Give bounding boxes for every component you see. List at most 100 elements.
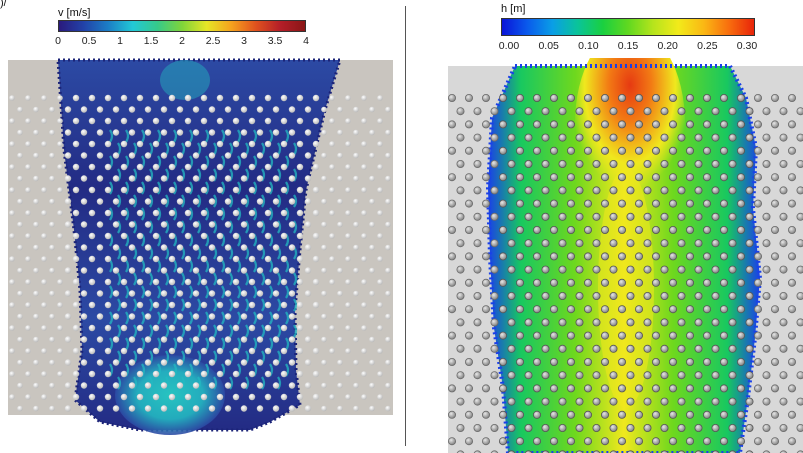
obstacle-sphere [216,370,224,378]
obstacle-sphere [762,423,771,432]
velocity-panel: )/ v [m/s] 0 0.5 1 1.5 2 2.5 3 3.5 4 [0,0,402,450]
obstacle-sphere [507,344,516,353]
obstacle-sphere [668,173,677,182]
obstacle-sphere [361,164,367,170]
obstacle-spheres [448,94,803,453]
obstacle-sphere [736,120,745,129]
obstacle-sphere [184,278,192,286]
obstacle-sphere [448,331,457,340]
obstacle-sphere [176,405,184,412]
obstacle-sphere [694,291,703,300]
obstacle-sphere [312,301,320,309]
obstacle-sphere [634,199,643,208]
obstacle-sphere [369,129,375,136]
obstacle-sphere [753,199,762,208]
obstacle-sphere [345,187,351,193]
obstacle-sphere [80,129,88,136]
obstacle-sphere [160,152,168,159]
obstacle-sphere [796,160,803,168]
obstacle-sphere [248,278,256,286]
obstacle-sphere [719,357,728,366]
flow-region [58,60,340,430]
obstacle-sphere [272,129,280,136]
obstacle-sphere [533,410,542,419]
obstacle-sphere [248,347,256,355]
obstacle-sphere [796,318,803,327]
obstacle-sphere [296,393,304,401]
obstacle-sphere [566,252,575,261]
obstacle-sphere [168,140,176,148]
obstacle-sphere [779,133,788,142]
obstacle-sphere [728,107,737,116]
obstacle-sphere [128,313,136,320]
obstacle-sphere [770,252,779,261]
obstacle-sphere [762,318,771,327]
obstacle-sphere [377,348,383,354]
obstacle-sphere [753,278,762,287]
obstacle-sphere [280,393,288,401]
obstacle-sphere [745,107,754,116]
obstacle-sphere [361,256,367,262]
obstacle-sphere [321,382,327,389]
obstacle-sphere [240,359,248,366]
obstacle-sphere [762,186,771,195]
obstacle-sphere [694,107,703,116]
obstacle-sphere [499,173,508,182]
obstacle-sphere [369,336,375,343]
obstacle-sphere [176,152,184,159]
obstacle-sphere [385,129,391,136]
obstacle-sphere [369,405,375,412]
obstacle-sphere [361,141,367,147]
obstacle-sphere [516,437,525,446]
obstacle-sphere [160,359,168,366]
obstacle-sphere [49,244,55,251]
obstacle-sphere [770,225,779,234]
obstacle-sphere [490,397,499,406]
obstacle-sphere [779,423,788,432]
obstacle-sphere [112,359,120,366]
obstacle-sphere [136,140,144,148]
obstacle-sphere [592,186,601,195]
obstacle-sphere [337,336,343,343]
obstacle-sphere [473,318,482,327]
obstacle-sphere [533,252,542,261]
obstacle-sphere [345,141,351,147]
obstacle-sphere [288,382,296,389]
obstacle-sphere [192,175,200,182]
obstacle-sphere [232,324,240,332]
obstacle-sphere [770,437,779,446]
obstacle-sphere [49,106,55,113]
obstacle-sphere [208,359,216,366]
obstacle-sphere [753,305,762,314]
obstacle-sphere [377,371,383,377]
obstacle-sphere [17,244,23,251]
obstacle-sphere [176,198,184,205]
obstacle-sphere [694,212,703,221]
obstacle-sphere [88,370,96,378]
obstacle-sphere [711,239,720,248]
obstacle-sphere [248,393,256,401]
obstacle-sphere [660,344,669,353]
obstacle-sphere [337,152,343,159]
obstacle-sphere [711,291,720,300]
obstacle-sphere [719,120,728,129]
obstacle-sphere [533,305,542,314]
obstacle-sphere [787,173,796,182]
obstacle-sphere [694,344,703,353]
obstacle-sphere [465,199,474,208]
obstacle-sphere [643,239,652,248]
obstacle-sphere [345,394,351,400]
obstacle-sphere [88,347,96,355]
obstacle-sphere [779,318,788,327]
obstacle-sphere [745,371,754,380]
obstacle-sphere [232,347,240,355]
obstacle-sphere [361,118,367,124]
obstacle-sphere [136,278,144,286]
obstacle-sphere [448,225,457,234]
obstacle-sphere [575,344,584,353]
obstacle-sphere [17,290,23,297]
obstacle-sphere [224,382,232,389]
obstacle-sphere [264,163,272,171]
obstacle-sphere [41,141,47,147]
obstacle-sphere [72,370,80,378]
